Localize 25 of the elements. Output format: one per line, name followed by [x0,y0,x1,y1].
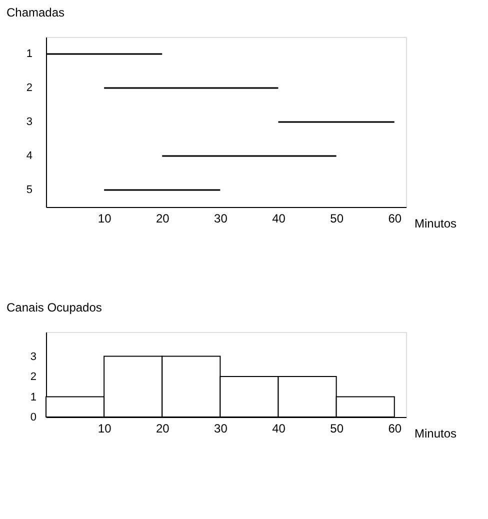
y-tick-label: 1 [26,48,32,60]
x-tick-label: 20 [156,212,170,226]
y-axis-title: Canais Ocupados [6,300,102,314]
x-tick-label: 60 [388,422,402,436]
x-axis-title: Minutos [414,216,457,230]
y-tick-label: 0 [30,412,36,424]
y-tick-label: 5 [26,184,32,196]
y-tick-label: 4 [26,150,32,162]
x-tick-label: 10 [98,422,112,436]
x-tick-label: 60 [388,212,402,226]
x-tick-label: 50 [330,422,344,436]
y-tick-label: 2 [30,371,36,384]
y-axis-title: Chamadas [6,6,65,20]
x-tick-label: 50 [330,212,344,226]
x-axis-title: Minutos [414,426,457,440]
y-tick-label: 3 [30,350,36,363]
y-tick-label: 3 [26,116,32,128]
x-tick-label: 40 [272,422,286,436]
y-tick-label: 2 [26,82,32,94]
x-tick-label: 10 [98,212,112,226]
x-tick-label: 30 [214,422,228,436]
y-tick-label: 1 [30,391,36,404]
x-tick-label: 20 [156,422,170,436]
x-tick-label: 30 [214,212,228,226]
x-tick-label: 40 [272,212,286,226]
